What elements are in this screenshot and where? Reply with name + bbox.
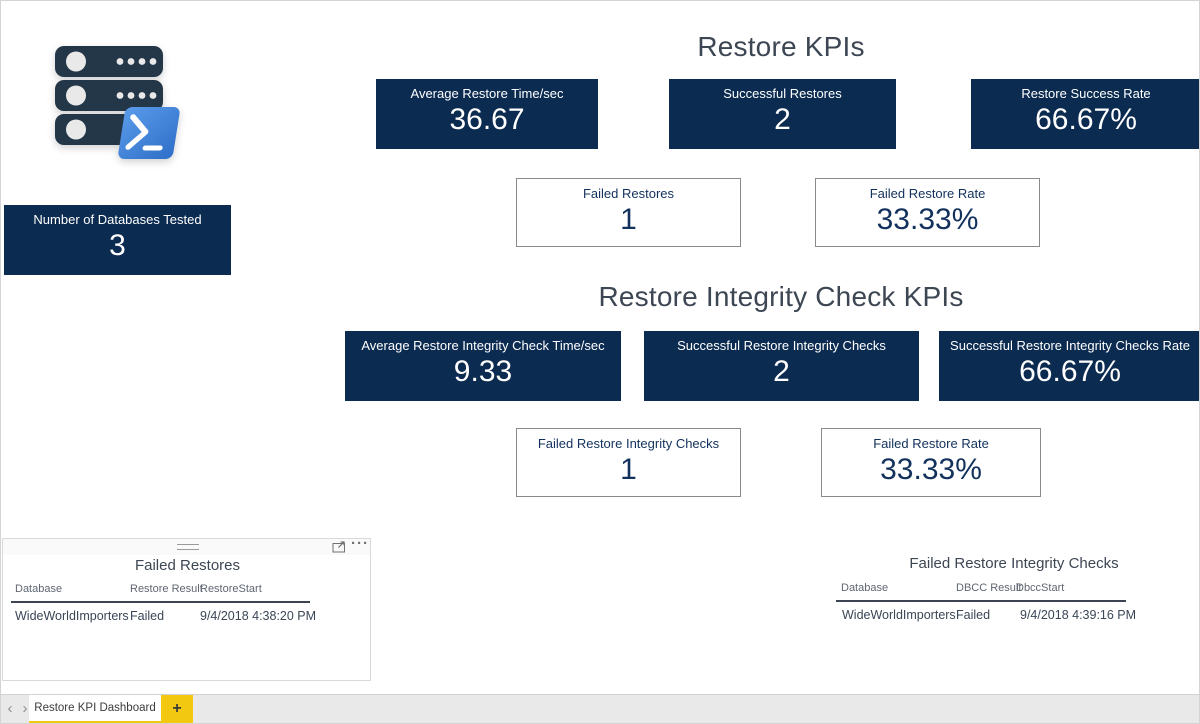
new-page-button[interactable]: + bbox=[161, 695, 193, 723]
kpi-card-value: 2 bbox=[774, 103, 791, 136]
kpi-card-value: 36.67 bbox=[449, 103, 525, 136]
kpi-card-label: Successful Restores bbox=[723, 86, 842, 101]
kpi-card-successful-integrity-checks[interactable]: Successful Restore Integrity Checks 2 bbox=[644, 331, 919, 401]
column-header[interactable]: DbccStart bbox=[1016, 582, 1065, 594]
kpi-card-value: 9.33 bbox=[453, 355, 513, 388]
powershell-server-icon bbox=[55, 46, 180, 159]
kpi-card-label: Failed Restore Rate bbox=[869, 186, 986, 201]
failed-integrity-checks-table-visual[interactable]: Failed Restore Integrity Checks Database… bbox=[831, 551, 1141, 631]
table-cell[interactable]: WideWorldImporters bbox=[842, 608, 956, 622]
kpi-card-value: 2 bbox=[773, 355, 790, 388]
kpi-card-failed-integrity-checks[interactable]: Failed Restore Integrity Checks 1 bbox=[516, 428, 741, 497]
column-header[interactable]: Database bbox=[15, 583, 63, 595]
kpi-card-value: 1 bbox=[620, 203, 637, 236]
column-header[interactable]: Restore Result bbox=[130, 583, 203, 595]
kpi-card-label: Failed Restore Integrity Checks bbox=[537, 436, 720, 451]
kpi-card-value: 33.33% bbox=[876, 203, 979, 236]
kpi-card-value: 66.67% bbox=[1035, 103, 1137, 136]
column-header[interactable]: Database bbox=[841, 582, 889, 594]
table-title: Failed Restore Integrity Checks bbox=[909, 555, 1119, 572]
table-cell[interactable]: Failed bbox=[130, 609, 165, 623]
kpi-card-label: Restore Success Rate bbox=[1021, 86, 1151, 101]
table-cell[interactable]: Failed bbox=[956, 608, 991, 622]
more-options-icon[interactable]: ··· bbox=[351, 535, 369, 552]
kpi-card-label: Number of Databases Tested bbox=[33, 212, 202, 227]
kpi-card-failed-restores[interactable]: Failed Restores 1 bbox=[516, 178, 741, 247]
kpi-card-value: 33.33% bbox=[880, 453, 982, 486]
section-title-restore-kpis: Restore KPIs bbox=[697, 31, 865, 62]
focus-mode-icon[interactable] bbox=[332, 541, 346, 553]
column-header[interactable]: DBCC Result bbox=[956, 582, 1022, 594]
column-header[interactable]: RestoreStart bbox=[200, 583, 262, 595]
kpi-card-label: Average Restore Time/sec bbox=[410, 86, 564, 101]
visual-hover-header: ··· bbox=[3, 535, 370, 555]
table-header-divider bbox=[836, 600, 1126, 602]
previous-page-arrow-icon[interactable]: ‹ bbox=[7, 700, 13, 717]
kpi-card-label: Successful Restore Integrity Checks bbox=[677, 338, 886, 353]
kpi-card-successful-restores[interactable]: Successful Restores 2 bbox=[669, 79, 896, 149]
kpi-card-label: Successful Restore Integrity Checks Rate bbox=[950, 338, 1190, 353]
kpi-card-value: 3 bbox=[109, 229, 126, 262]
kpi-card-number-of-databases-tested[interactable]: Number of Databases Tested 3 bbox=[4, 205, 231, 275]
drag-handle-icon[interactable] bbox=[177, 544, 199, 550]
kpi-card-average-restore-time[interactable]: Average Restore Time/sec 36.67 bbox=[376, 79, 598, 149]
tab-restore-kpi-dashboard[interactable]: Restore KPI Dashboard bbox=[29, 695, 161, 723]
next-page-arrow-icon[interactable]: › bbox=[22, 700, 28, 717]
kpi-card-failed-restore-rate[interactable]: Failed Restore Rate 33.33% bbox=[815, 178, 1040, 247]
kpi-card-value: 66.67% bbox=[1019, 355, 1121, 388]
table-header-divider bbox=[11, 601, 310, 603]
kpi-card-average-integrity-check-time[interactable]: Average Restore Integrity Check Time/sec… bbox=[345, 331, 621, 401]
kpi-card-value: 1 bbox=[620, 453, 637, 486]
table-cell[interactable]: WideWorldImporters bbox=[15, 609, 129, 623]
table-title: Failed Restores bbox=[134, 557, 241, 574]
kpi-card-restore-success-rate[interactable]: Restore Success Rate 66.67% bbox=[971, 79, 1199, 149]
kpi-card-label: Failed Restore Rate bbox=[873, 436, 989, 451]
kpi-card-successful-integrity-checks-rate[interactable]: Successful Restore Integrity Checks Rate… bbox=[939, 331, 1199, 401]
kpi-card-failed-restore-rate-2[interactable]: Failed Restore Rate 33.33% bbox=[821, 428, 1041, 497]
table-cell[interactable]: 9/4/2018 4:38:20 PM bbox=[200, 609, 317, 623]
kpi-card-label: Failed Restores bbox=[582, 186, 675, 201]
page-tab-bar: ‹ › Restore KPI Dashboard + bbox=[1, 694, 1199, 723]
kpi-card-label: Average Restore Integrity Check Time/sec bbox=[361, 338, 605, 353]
failed-restores-table-visual[interactable]: ··· Failed Restores Database Restore Res… bbox=[2, 535, 371, 681]
table-cell[interactable]: 9/4/2018 4:39:16 PM bbox=[1020, 608, 1137, 622]
section-title-restore-integrity-check-kpis: Restore Integrity Check KPIs bbox=[598, 281, 964, 312]
